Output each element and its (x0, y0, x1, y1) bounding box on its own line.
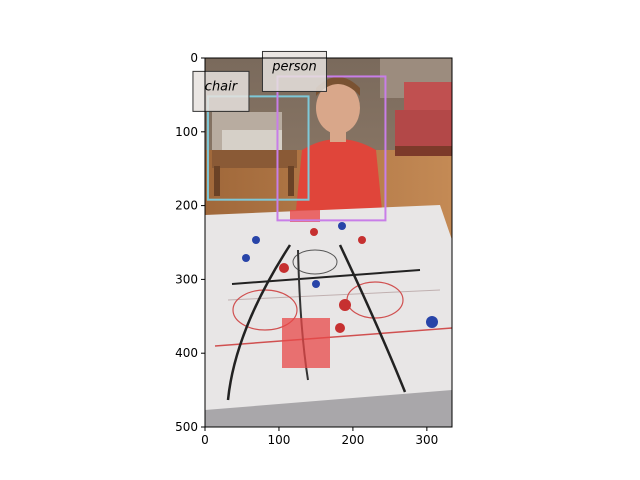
axes-frame (204, 57, 453, 428)
detection-label-person: person (271, 59, 317, 74)
photo (205, 58, 452, 427)
y-axis: 0 100 200 300 400 500 (175, 51, 205, 434)
x-tick-label: 300 (415, 433, 438, 447)
x-tick-label: 100 (267, 433, 290, 447)
sofa-drawing (395, 82, 452, 156)
detection-label-box (192, 70, 250, 112)
y-tick-label: 300 (175, 272, 198, 286)
x-axis: 0 100 200 300 (201, 427, 438, 447)
chair-drawing (212, 112, 297, 196)
x-tick-label: 0 (201, 433, 209, 447)
y-tick-label: 0 (190, 51, 198, 65)
detection-label-chair: chair (205, 79, 239, 94)
detection-box-person (276, 75, 387, 222)
detection-box-chair (206, 95, 310, 201)
y-tick-label: 500 (175, 420, 198, 434)
y-tick-label: 200 (175, 199, 198, 213)
table-hockey-drawing (205, 205, 452, 427)
boy-drawing (296, 77, 382, 210)
x-tick-label: 200 (341, 433, 364, 447)
y-tick-label: 100 (175, 125, 198, 139)
y-tick-label: 400 (175, 346, 198, 360)
